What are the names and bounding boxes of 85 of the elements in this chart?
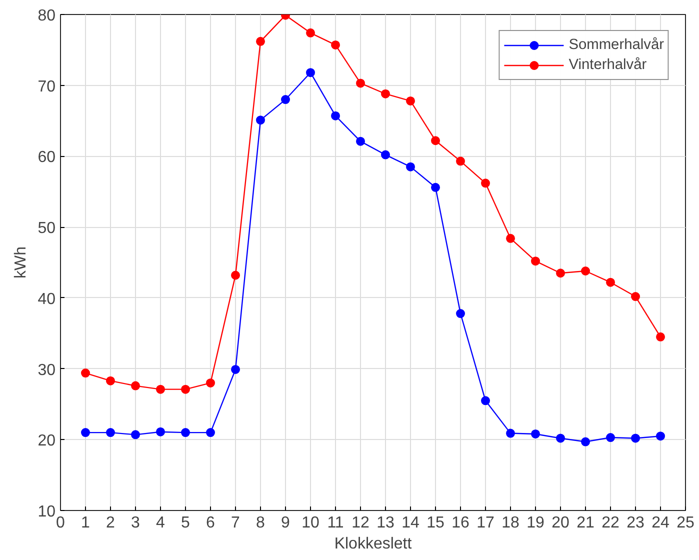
x-tick-label: 16	[452, 514, 470, 532]
x-tick-label: 3	[131, 514, 140, 532]
point	[131, 430, 140, 440]
point	[181, 384, 190, 394]
x-tick-label: 18	[502, 514, 520, 532]
x-tick-label: 9	[281, 514, 290, 532]
point	[406, 96, 415, 106]
point	[381, 150, 390, 160]
point	[606, 278, 615, 287]
point	[256, 116, 265, 125]
point	[156, 427, 165, 436]
y-tick-label: 50	[38, 220, 56, 238]
point	[531, 256, 540, 266]
x-tick-label: 19	[526, 514, 544, 532]
point	[356, 78, 365, 88]
legend-label: Sommerhalvår	[568, 37, 664, 53]
point	[81, 428, 90, 438]
point	[331, 111, 340, 120]
point	[231, 270, 240, 280]
point	[481, 396, 490, 406]
point	[131, 381, 140, 390]
point	[656, 432, 665, 441]
x-tick-label: 11	[327, 514, 344, 532]
point	[306, 28, 315, 38]
point	[306, 68, 315, 78]
x-tick-label: 8	[256, 514, 266, 532]
x-tick-label: 0	[56, 514, 66, 532]
point	[256, 36, 265, 46]
x-tick-label: 10	[302, 514, 320, 532]
point	[506, 428, 515, 438]
point	[481, 178, 490, 188]
point	[606, 433, 615, 442]
y-tick-label: 70	[38, 78, 56, 96]
x-tick-label: 15	[426, 514, 444, 532]
x-tick-label: 21	[576, 514, 594, 532]
point	[281, 95, 290, 104]
point	[156, 384, 165, 394]
y-tick-label: 10	[38, 504, 56, 520]
point	[456, 309, 465, 318]
point	[456, 156, 465, 166]
point	[656, 332, 665, 342]
x-tick-label: 4	[156, 514, 166, 532]
point	[206, 428, 215, 438]
point	[106, 376, 115, 386]
x-tick-label: 14	[402, 514, 420, 532]
x-tick-label: 6	[206, 514, 216, 532]
point	[631, 434, 640, 443]
point	[356, 136, 365, 146]
y-axis-title: kWh	[12, 246, 30, 278]
point	[106, 428, 115, 438]
x-tick-label: 22	[602, 514, 620, 532]
x-tick-label: 24	[652, 514, 670, 532]
x-tick-label: 20	[552, 514, 570, 532]
point	[431, 182, 440, 192]
x-tick-label: 13	[376, 514, 394, 532]
point	[406, 162, 415, 172]
point	[181, 428, 190, 438]
y-tick-label: 60	[38, 149, 56, 166]
point	[631, 292, 640, 302]
y-tick-label: 80	[38, 8, 56, 24]
x-tick-label: 5	[181, 514, 190, 532]
point	[506, 234, 515, 243]
point	[206, 378, 215, 388]
x-tick-label: 17	[476, 514, 494, 532]
point	[581, 437, 590, 446]
point	[381, 89, 390, 98]
point	[531, 429, 540, 438]
point	[331, 40, 340, 50]
x-tick-label: 25	[676, 514, 694, 532]
legend-label: Vinterhalvår	[568, 57, 647, 73]
point	[81, 368, 90, 378]
x-tick-label: 2	[106, 514, 116, 532]
y-tick-label: 40	[38, 290, 56, 308]
point	[556, 268, 565, 278]
x-tick-label: 7	[231, 514, 240, 532]
point	[431, 136, 440, 146]
y-tick-label: 30	[38, 362, 56, 379]
x-tick-label: 1	[81, 514, 90, 532]
x-tick-label: 23	[626, 514, 644, 532]
x-tick-label: 12	[352, 514, 370, 532]
y-tick-label: 20	[38, 432, 56, 450]
x-axis-title: Klokkeslett	[334, 536, 412, 552]
point	[231, 365, 240, 374]
point	[556, 434, 565, 443]
point	[581, 266, 590, 276]
